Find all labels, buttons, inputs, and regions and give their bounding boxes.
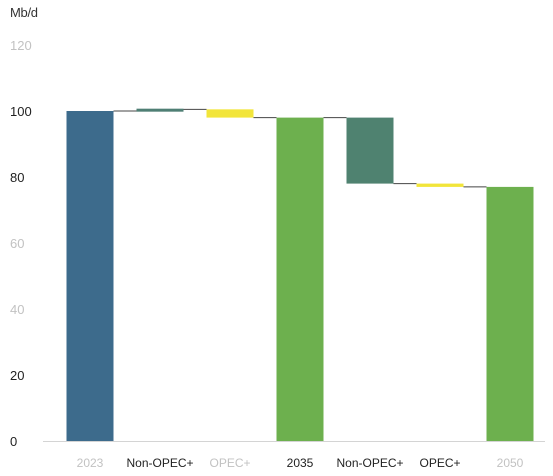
y-tick-label: 60: [10, 236, 24, 251]
waterfall-bar-opec-: [206, 109, 254, 118]
x-category-label: OPEC+: [209, 456, 250, 470]
y-tick-label: 20: [10, 368, 24, 383]
x-category-label: 2050: [497, 456, 524, 470]
x-category-label: Non-OPEC+: [126, 456, 193, 470]
waterfall-bar-non-opec-: [136, 108, 184, 112]
waterfall-bar-2050: [486, 186, 534, 441]
y-tick-label: 40: [10, 302, 24, 317]
x-category-label: OPEC+: [419, 456, 460, 470]
x-category-label: 2023: [77, 456, 104, 470]
y-tick-label: 100: [10, 104, 32, 119]
y-axis-unit-label: Mb/d: [10, 5, 38, 20]
waterfall-bar-non-opec-: [346, 117, 394, 184]
y-tick-label: 120: [10, 38, 32, 53]
y-tick-label: 80: [10, 170, 24, 185]
waterfall-bar-2023: [66, 111, 114, 441]
waterfall-bar-opec-: [416, 183, 464, 187]
x-category-label: 2035: [287, 456, 314, 470]
y-tick-label: 0: [10, 434, 17, 449]
waterfall-bar-2035: [276, 117, 324, 441]
x-category-label: Non-OPEC+: [336, 456, 403, 470]
